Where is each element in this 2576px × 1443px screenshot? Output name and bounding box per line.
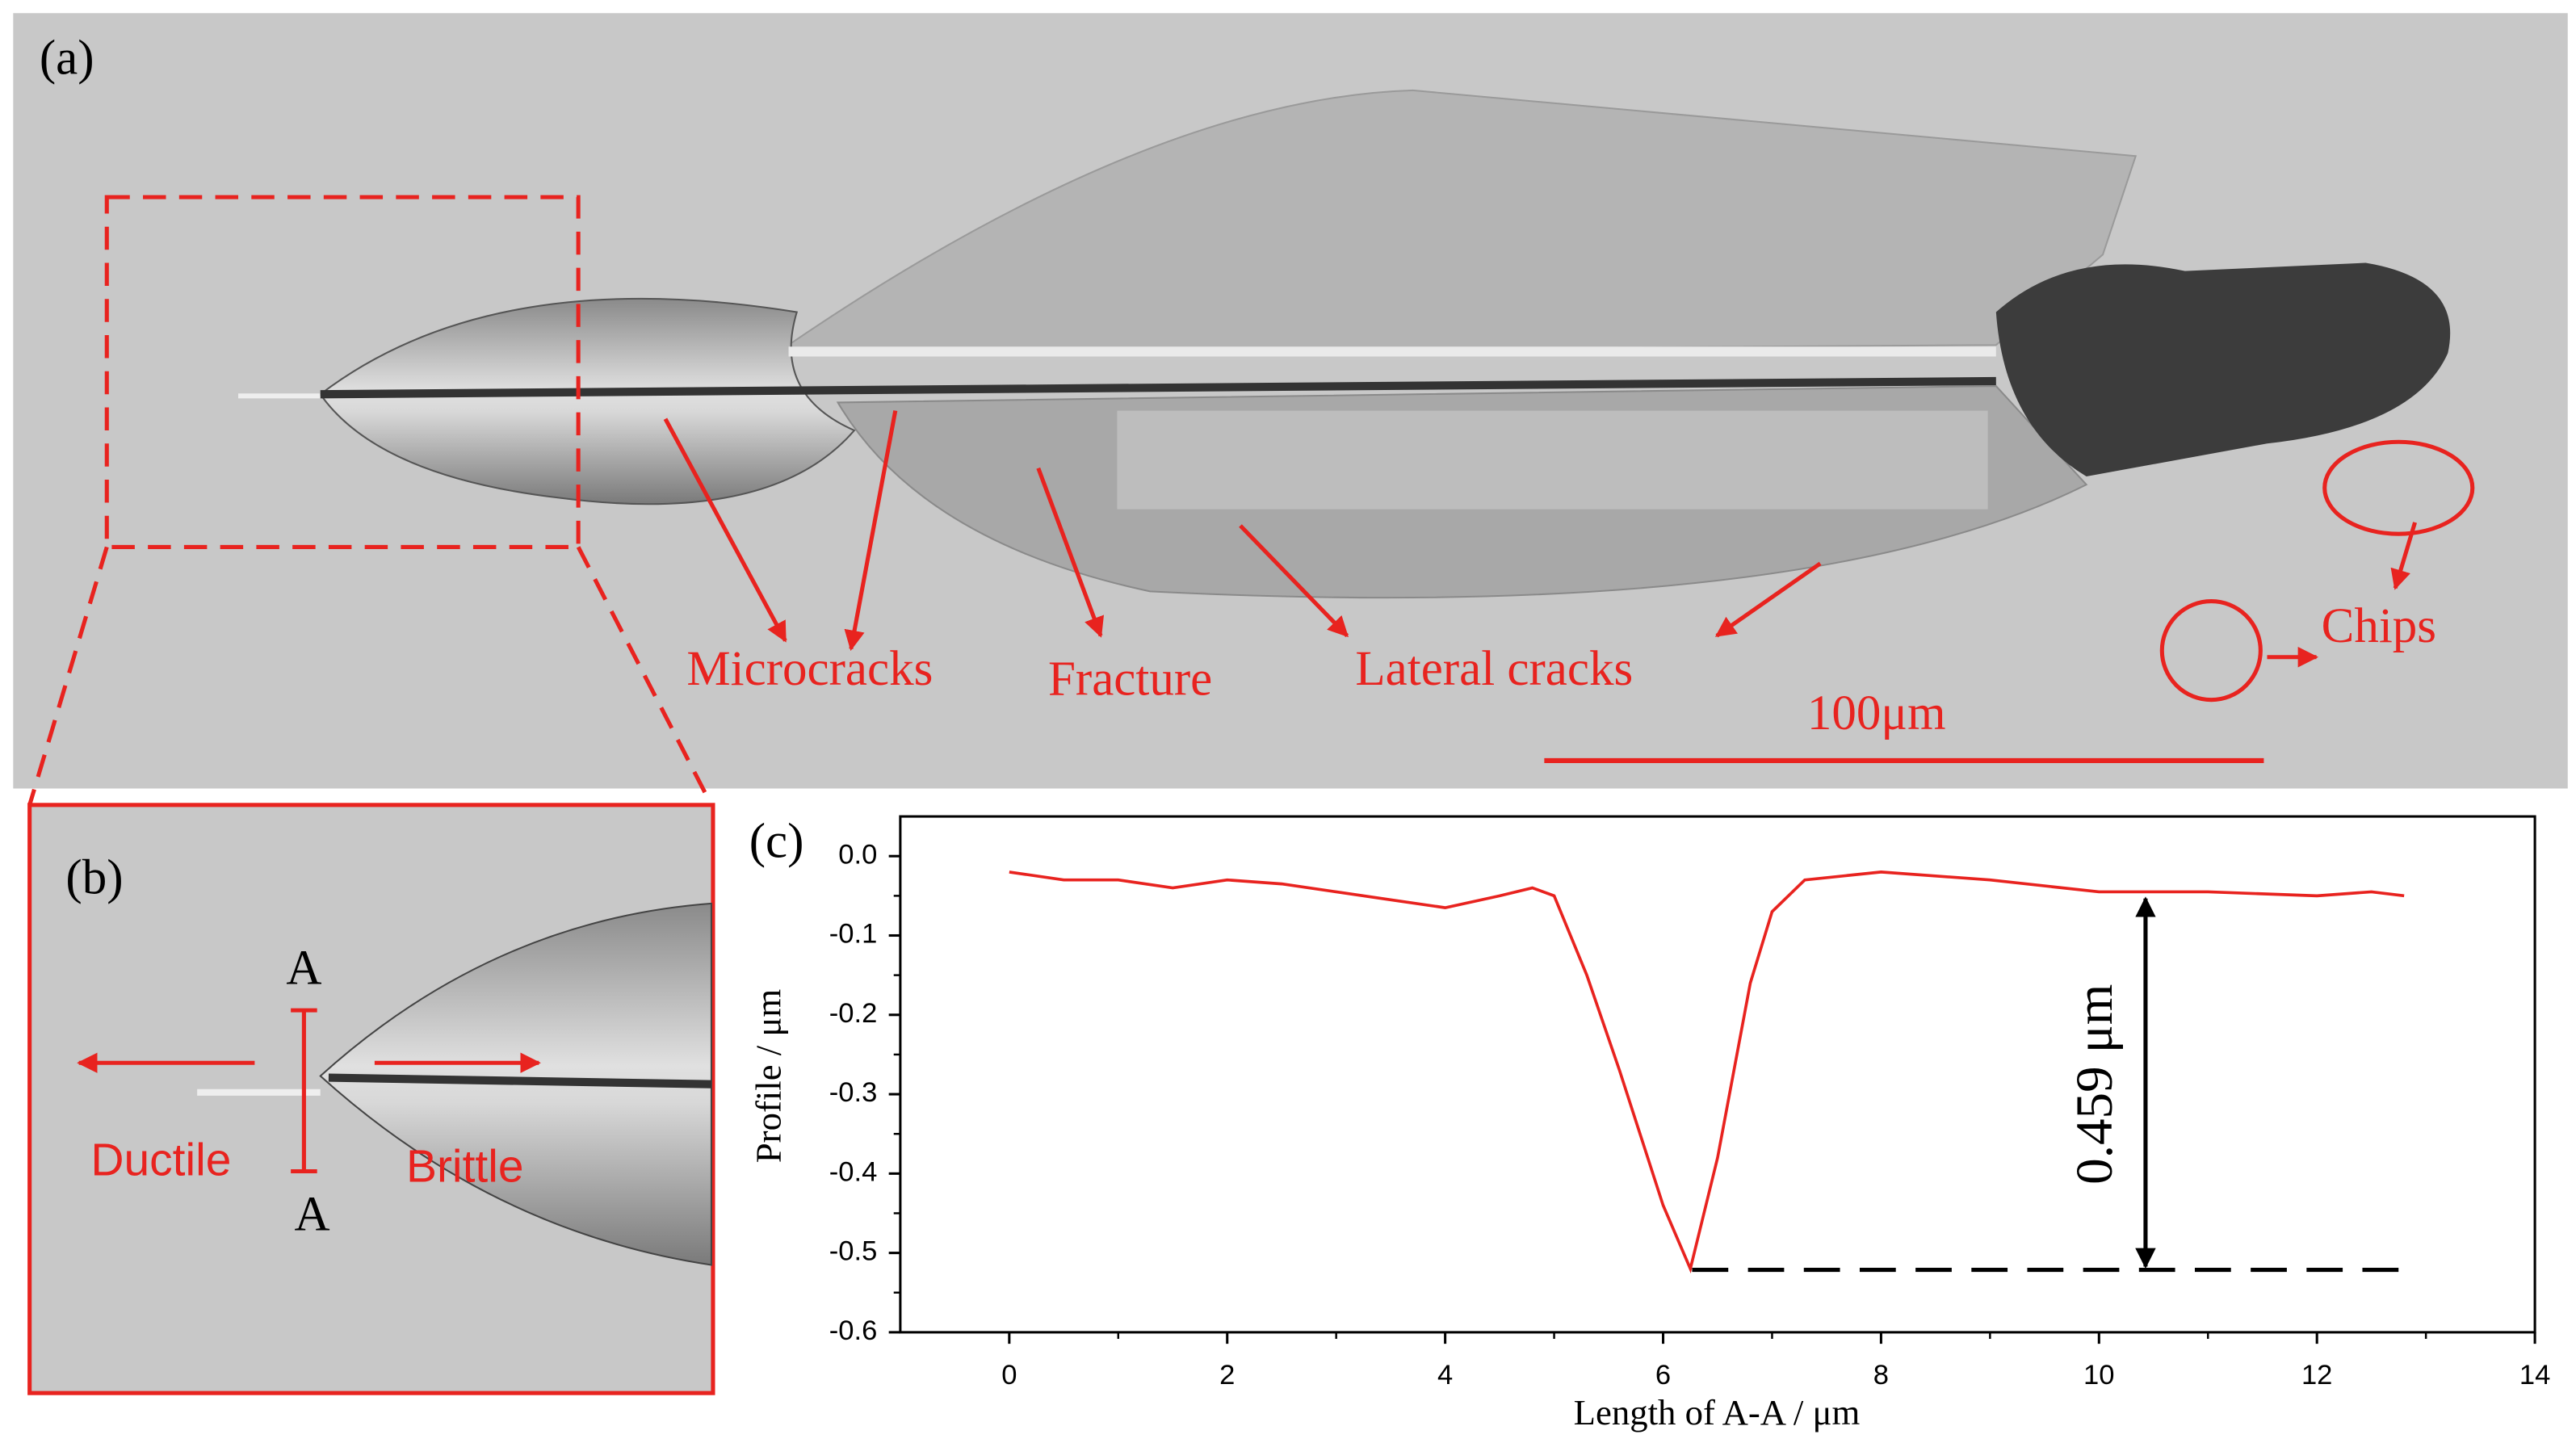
- panel-label: (c): [749, 815, 804, 869]
- zoom-box: [104, 195, 581, 549]
- annotation: Microcracks: [686, 642, 933, 696]
- zoom-line: [27, 546, 109, 806]
- profile-line: [1009, 870, 2405, 1274]
- y-tick-label: 0.0: [838, 839, 877, 870]
- x-tick-label: 4: [1437, 1360, 1453, 1391]
- scale-label: 100μm: [1807, 686, 1946, 740]
- x-tick-label: 6: [1655, 1360, 1671, 1391]
- annotation: Fracture: [1048, 652, 1212, 706]
- chip-zone: [1995, 262, 2451, 476]
- chip-circle: [2159, 599, 2263, 703]
- x-tick-label: 12: [2301, 1360, 2332, 1391]
- zoom-line: [576, 546, 714, 807]
- lateral-crack-zone: [1117, 410, 1988, 510]
- annotation: Chips: [2322, 599, 2436, 653]
- crack-line: [328, 1073, 712, 1089]
- x-tick-label: 2: [1219, 1360, 1235, 1391]
- chip-circle: [2322, 439, 2475, 536]
- annotation: Ductile: [90, 1134, 231, 1185]
- lens: [319, 297, 856, 505]
- x-tick-label: 0: [1001, 1360, 1017, 1391]
- section-mark: A: [286, 941, 321, 995]
- panel-b: (b) A A Ductile Brittle: [27, 803, 715, 1395]
- x-tick-label: 10: [2083, 1360, 2114, 1391]
- panel-a: (a) Microcracks Fracture Lateral cracks …: [13, 13, 2568, 807]
- x-axis-label: Length of A-A / μm: [1574, 1392, 1861, 1433]
- depth-label: 0.459 μm: [2066, 984, 2124, 1185]
- y-tick-label: -0.5: [829, 1236, 878, 1267]
- plot-frame: [899, 815, 2536, 1334]
- x-tick-label: 8: [1873, 1360, 1889, 1391]
- panel-c: (c) Length of A-A / μm Profile / μm 0.45…: [748, 815, 2550, 1433]
- crack-line: [320, 376, 1996, 399]
- annotation: Brittle: [406, 1141, 524, 1193]
- annotation: Lateral cracks: [1355, 642, 1633, 696]
- section-mark: A: [295, 1188, 330, 1242]
- x-tick-label: 14: [2519, 1360, 2550, 1391]
- y-tick-label: -0.4: [829, 1156, 878, 1187]
- y-tick-label: -0.2: [829, 998, 878, 1029]
- panel-label: (b): [65, 850, 123, 904]
- section-line: [291, 1008, 317, 1174]
- y-tick-label: -0.1: [829, 919, 878, 950]
- upper-wedge: [787, 89, 2138, 354]
- y-tick-label: -0.3: [829, 1077, 878, 1108]
- y-tick-label: -0.6: [829, 1315, 878, 1346]
- panel-label: (a): [40, 31, 94, 85]
- y-axis-label: Profile / μm: [748, 989, 788, 1164]
